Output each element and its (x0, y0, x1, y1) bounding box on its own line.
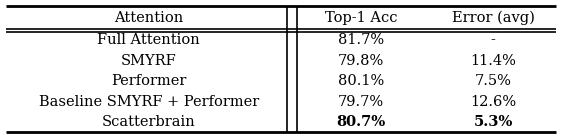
Text: 7.5%: 7.5% (474, 74, 511, 88)
Text: 11.4%: 11.4% (470, 54, 516, 68)
Text: 80.1%: 80.1% (338, 74, 384, 88)
Text: 79.8%: 79.8% (338, 54, 384, 68)
Text: 12.6%: 12.6% (470, 95, 516, 109)
Text: 79.7%: 79.7% (338, 95, 384, 109)
Text: Attention: Attention (114, 11, 183, 25)
Text: Performer: Performer (111, 74, 187, 88)
Text: Baseline SMYRF + Performer: Baseline SMYRF + Performer (39, 95, 259, 109)
Text: 5.3%: 5.3% (473, 115, 513, 129)
Text: Top-1 Acc: Top-1 Acc (325, 11, 397, 25)
Text: Error (avg): Error (avg) (452, 11, 534, 25)
Text: -: - (491, 33, 496, 47)
Text: SMYRF: SMYRF (121, 54, 176, 68)
Text: Full Attention: Full Attention (97, 33, 200, 47)
Text: 80.7%: 80.7% (336, 115, 386, 129)
Text: 81.7%: 81.7% (338, 33, 384, 47)
Text: Scatterbrain: Scatterbrain (102, 115, 196, 129)
